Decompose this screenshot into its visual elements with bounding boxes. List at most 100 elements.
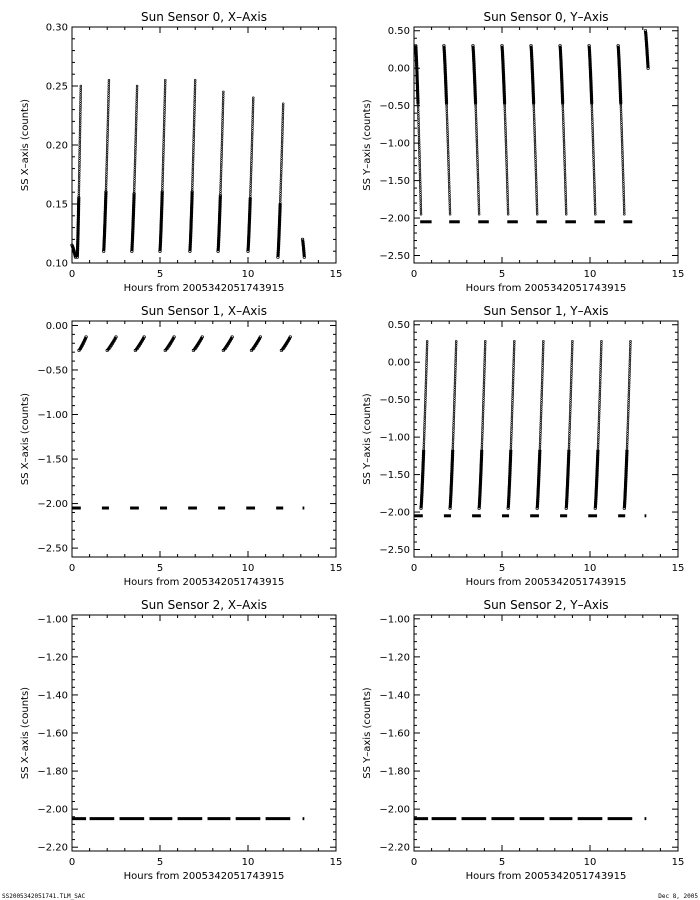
data-point xyxy=(419,204,423,207)
data-point xyxy=(419,199,422,203)
data-point xyxy=(107,83,111,86)
data-point xyxy=(78,133,82,136)
data-point xyxy=(621,151,624,155)
data-point xyxy=(451,441,455,444)
data-point xyxy=(79,97,82,101)
data-point xyxy=(105,151,109,154)
data-point xyxy=(562,127,565,131)
y-tick-label: 0.50 xyxy=(388,320,410,331)
data-segment xyxy=(414,45,420,105)
data-point xyxy=(422,438,426,442)
data-segment xyxy=(594,449,600,509)
data-point xyxy=(593,186,596,190)
data-point xyxy=(483,348,487,352)
data-point xyxy=(477,188,480,192)
data-segment xyxy=(164,336,176,352)
data-point xyxy=(220,157,223,160)
data-point xyxy=(476,173,480,177)
data-point xyxy=(626,412,630,416)
data-point xyxy=(162,131,166,134)
data-point xyxy=(163,98,167,102)
data-point xyxy=(483,355,487,358)
data-point xyxy=(620,142,624,146)
data-point xyxy=(563,173,567,177)
y-tick-label: 0.00 xyxy=(46,321,68,332)
data-point xyxy=(510,434,513,438)
data-point xyxy=(251,127,254,130)
data-point xyxy=(628,372,631,376)
data-point xyxy=(161,162,165,165)
data-segment xyxy=(442,45,448,105)
data-point xyxy=(280,144,284,147)
data-point xyxy=(192,151,195,154)
data-point xyxy=(563,175,567,179)
data-point xyxy=(506,186,509,190)
data-point xyxy=(445,114,449,118)
data-point xyxy=(539,436,542,440)
data-point xyxy=(445,112,449,115)
data-point xyxy=(511,383,515,387)
data-point xyxy=(593,182,596,185)
data-point xyxy=(451,434,455,438)
data-segment xyxy=(448,449,454,509)
data-point xyxy=(280,152,284,156)
data-point xyxy=(250,144,254,148)
data-point xyxy=(78,159,81,162)
data-point xyxy=(78,135,82,138)
data-point xyxy=(418,158,421,161)
data-point xyxy=(452,419,456,422)
data-point xyxy=(448,197,451,201)
data-point xyxy=(592,171,596,174)
data-point xyxy=(597,416,601,420)
data-point xyxy=(77,192,81,195)
data-point xyxy=(425,361,428,365)
data-segment xyxy=(70,244,77,258)
data-point xyxy=(511,379,515,383)
data-point xyxy=(600,339,603,343)
data-point xyxy=(279,190,282,193)
data-point xyxy=(564,191,567,194)
data-point xyxy=(192,118,196,121)
data-point xyxy=(251,109,255,113)
data-point xyxy=(593,206,597,209)
data-point xyxy=(416,105,420,109)
data-point xyxy=(192,124,196,128)
chart-title: Sun Sensor 1, X–Axis xyxy=(141,304,267,318)
data-point xyxy=(422,441,426,444)
data-point xyxy=(568,436,571,440)
data-point xyxy=(249,175,253,178)
data-point xyxy=(627,410,630,413)
data-point xyxy=(448,191,451,194)
data-point xyxy=(423,425,426,429)
data-point xyxy=(419,184,422,188)
data-point xyxy=(598,397,601,400)
data-point xyxy=(278,201,282,204)
data-segment xyxy=(535,449,542,509)
data-point xyxy=(592,173,596,177)
data-point xyxy=(79,89,82,92)
data-point xyxy=(570,357,574,361)
data-point xyxy=(135,91,139,94)
data-point xyxy=(251,118,254,121)
data-point xyxy=(134,148,137,152)
data-point xyxy=(280,148,284,151)
data-point xyxy=(628,355,632,358)
data-point xyxy=(79,113,82,116)
data-point xyxy=(161,160,165,163)
y-axis-label: SS X–axis (counts) xyxy=(20,99,31,191)
data-point xyxy=(562,136,566,139)
data-point xyxy=(453,381,457,385)
data-point xyxy=(281,102,285,105)
data-point xyxy=(506,204,510,207)
data-point xyxy=(419,182,422,185)
data-point xyxy=(452,430,455,433)
data-point xyxy=(425,370,428,374)
data-point xyxy=(78,172,81,175)
data-point xyxy=(627,399,630,402)
data-point xyxy=(506,184,509,188)
data-point xyxy=(219,181,223,184)
data-point xyxy=(532,105,536,109)
data-point xyxy=(511,386,515,389)
data-point xyxy=(418,171,422,174)
data-point xyxy=(538,441,542,444)
